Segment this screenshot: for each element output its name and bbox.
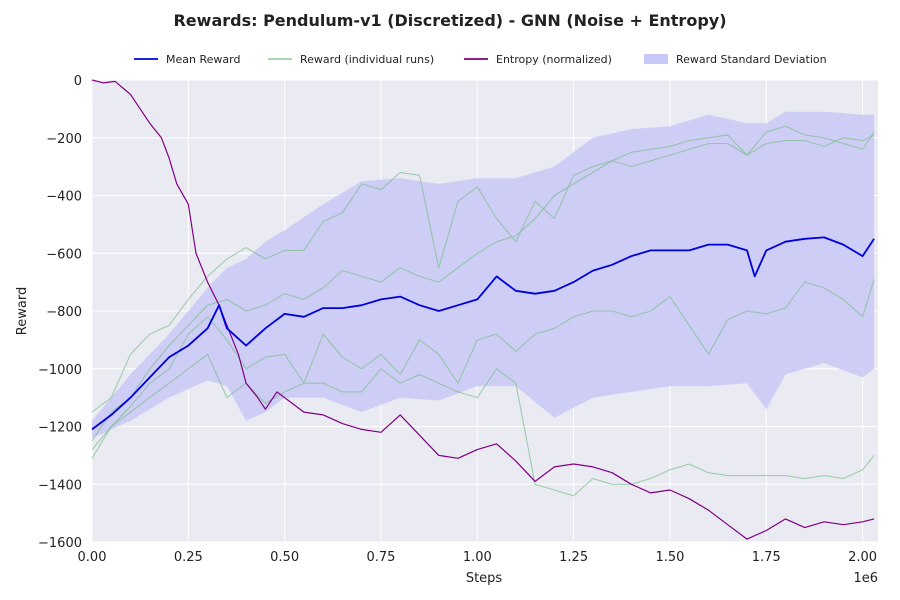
y-tick-label: −200 bbox=[46, 132, 82, 147]
y-tick-label: −600 bbox=[46, 247, 82, 262]
legend-swatch bbox=[644, 54, 668, 64]
legend-label: Entropy (normalized) bbox=[496, 53, 612, 66]
reward-run-line bbox=[91, 125, 875, 413]
series-layer bbox=[91, 79, 875, 540]
x-tick-label: 0.75 bbox=[366, 550, 395, 565]
axis-ticks: 0.00 0.25 0.50 0.75 1.00 1.25 1.50 1.75 2.00 0 −20… bbox=[38, 74, 877, 565]
reward-run-line bbox=[91, 134, 875, 442]
y-tick-label: −400 bbox=[46, 190, 82, 205]
x-tick-label: 1.00 bbox=[463, 550, 492, 565]
x-tick-label: 0.50 bbox=[270, 550, 299, 565]
legend-label: Reward (individual runs) bbox=[300, 53, 434, 66]
legend-label: Reward Standard Deviation bbox=[676, 53, 827, 66]
legend-label: Mean Reward bbox=[166, 53, 240, 66]
x-axis-label: Steps bbox=[466, 571, 503, 586]
reward-run-line bbox=[91, 279, 875, 450]
chart-title: Rewards: Pendulum-v1 (Discretized) - GNN… bbox=[173, 11, 726, 30]
x-tick-label: 2.00 bbox=[848, 550, 877, 565]
std-band bbox=[92, 111, 875, 439]
y-tick-label: −1600 bbox=[38, 536, 82, 551]
y-tick-label: −800 bbox=[46, 305, 82, 320]
std-band-layer bbox=[92, 111, 875, 439]
mean-reward-line bbox=[91, 236, 875, 431]
x-scale-label: 1e6 bbox=[853, 571, 878, 586]
reward-run-line bbox=[91, 353, 875, 497]
entropy-line bbox=[91, 79, 875, 540]
x-tick-label: 0.00 bbox=[78, 550, 107, 565]
y-tick-label: −1200 bbox=[38, 421, 82, 436]
legend: Mean Reward Reward (individual runs) Entro… bbox=[134, 53, 827, 66]
x-tick-label: 0.25 bbox=[174, 550, 203, 565]
y-tick-label: −1400 bbox=[38, 478, 82, 493]
x-tick-label: 1.75 bbox=[752, 550, 781, 565]
y-axis-label: Reward bbox=[15, 287, 30, 335]
y-tick-label: −1000 bbox=[38, 363, 82, 378]
x-tick-label: 1.25 bbox=[559, 550, 588, 565]
x-tick-label: 1.50 bbox=[655, 550, 684, 565]
y-tick-label: 0 bbox=[74, 74, 82, 89]
